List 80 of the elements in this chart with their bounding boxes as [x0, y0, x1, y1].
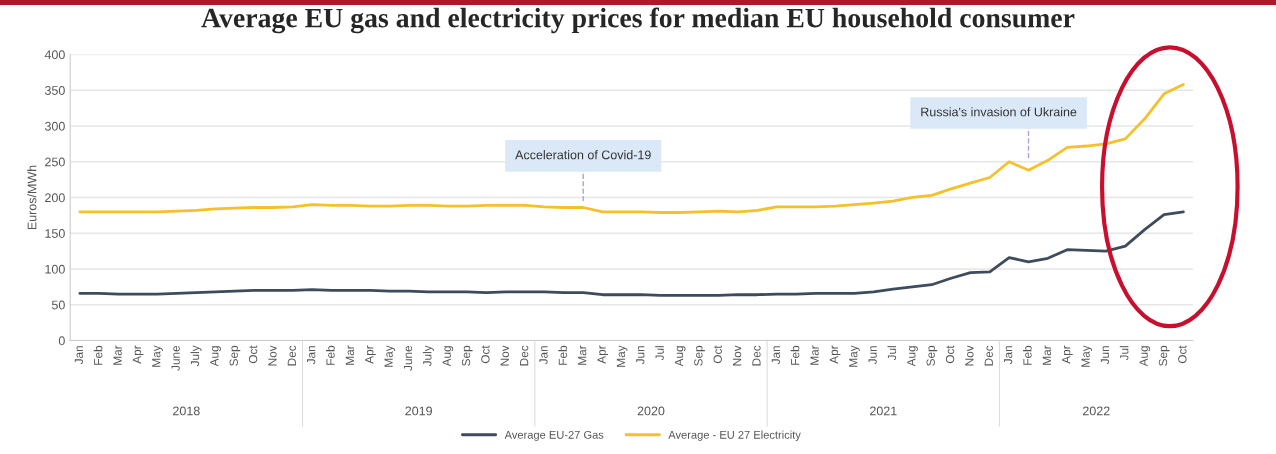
x-tick-label: Jun [1100, 346, 1110, 365]
x-tick-label: Apr [597, 345, 609, 364]
x-tick-label: Nov [733, 345, 742, 366]
y-tick-label: 50 [51, 300, 65, 310]
x-tick-label: Aug [674, 346, 686, 367]
x-tick-label: Jul [655, 346, 664, 361]
text: 2021 [870, 406, 897, 416]
x-tick-label: Aug [210, 346, 221, 367]
x-tick-label: Jul [887, 346, 897, 361]
y-axis-title: Euros/MWh [27, 165, 37, 230]
x-tick-label: Jan [74, 346, 84, 365]
x-tick-label: Jan [307, 346, 316, 365]
x-tick-label: Sep [926, 345, 938, 366]
x-tick-label: Feb [558, 345, 568, 365]
text: 2022 [1082, 406, 1110, 416]
x-tick-label: May [384, 345, 396, 367]
x-tick-label: Oct [1178, 345, 1187, 364]
x-tick-label: Oct [481, 345, 490, 364]
legend-label: Average EU-27 Gas [504, 430, 604, 441]
x-tick-label: June [403, 345, 413, 371]
x-tick-label: May [849, 345, 860, 367]
y-tick-label: 150 [45, 229, 65, 238]
x-tick-label: Feb [790, 345, 800, 365]
annotation: Acceleration of Covid-19 [515, 150, 651, 160]
x-tick-label: Dec [984, 345, 993, 366]
y-tick-label: 100 [45, 264, 65, 274]
x-tick-label: Mar [113, 345, 122, 365]
x-tick-label: Nov [965, 345, 974, 366]
text: 2018 [173, 406, 200, 416]
x-tick-label: Sep [694, 345, 705, 366]
x-tick-label: Sep [1158, 345, 1170, 366]
x-tick-label: Dec [287, 345, 296, 366]
x-tick-label: Apr [1062, 345, 1073, 364]
x-tick-label: Aug [907, 346, 918, 367]
x-tick-label: Aug [442, 346, 454, 367]
x-tick-label: July [190, 345, 202, 367]
x-tick-label: Apr [829, 345, 841, 364]
chart-title: Average EU gas and electricity prices for median EU household consumer [201, 7, 1075, 34]
y-tick-label: 300 [44, 121, 65, 131]
x-tick-label: Nov [500, 345, 509, 366]
x-tick-label: Apr [365, 345, 376, 364]
x-tick-label: Feb [93, 345, 103, 365]
x-tick-label: Mar [1042, 345, 1052, 365]
x-tick-label: Jan [539, 346, 548, 365]
x-tick-label: Mar [810, 345, 819, 365]
x-tick-label: Feb [1023, 345, 1032, 365]
x-tick-label: May [616, 345, 628, 367]
text: 2019 [405, 406, 432, 416]
y-tick-label: 200 [45, 193, 65, 203]
text: 2020 [637, 406, 665, 416]
x-tick-label: Jan [1004, 346, 1013, 365]
x-tick-label: July [422, 345, 434, 367]
x-tick-label: Dec [752, 345, 761, 366]
x-tick-label: Feb [326, 345, 335, 365]
x-tick-label: Mar [578, 345, 587, 365]
legend-label: Average - EU 27 Electricity [668, 430, 801, 441]
line-series [78, 83, 1185, 214]
line-series [78, 210, 1185, 297]
x-tick-label: Jan [771, 346, 780, 365]
y-tick-label: 0 [58, 336, 65, 346]
x-tick-label: Sep [229, 345, 241, 366]
x-tick-label: Jun [868, 346, 877, 365]
annotation: Russia's invasion of Ukraine [921, 107, 1077, 117]
x-tick-label: Oct [713, 345, 722, 364]
y-tick-label: 250 [45, 157, 65, 167]
x-tick-label: Mar [345, 345, 355, 365]
x-tick-label: Sep [461, 345, 473, 366]
y-tick-label: 400 [44, 50, 65, 60]
x-tick-label: June [171, 345, 180, 371]
x-tick-label: Oct [248, 345, 258, 364]
x-tick-label: Apr [132, 345, 144, 364]
x-tick-label: Jun [636, 346, 645, 365]
x-tick-label: Jul [1119, 346, 1129, 361]
y-tick-label: 350 [44, 86, 65, 95]
x-tick-label: Dec [520, 345, 529, 366]
x-tick-label: Aug [1139, 346, 1151, 367]
x-tick-label: May [152, 345, 163, 367]
x-tick-label: Nov [268, 345, 277, 366]
x-tick-label: May [1081, 345, 1093, 367]
x-tick-label: Oct [945, 345, 955, 364]
